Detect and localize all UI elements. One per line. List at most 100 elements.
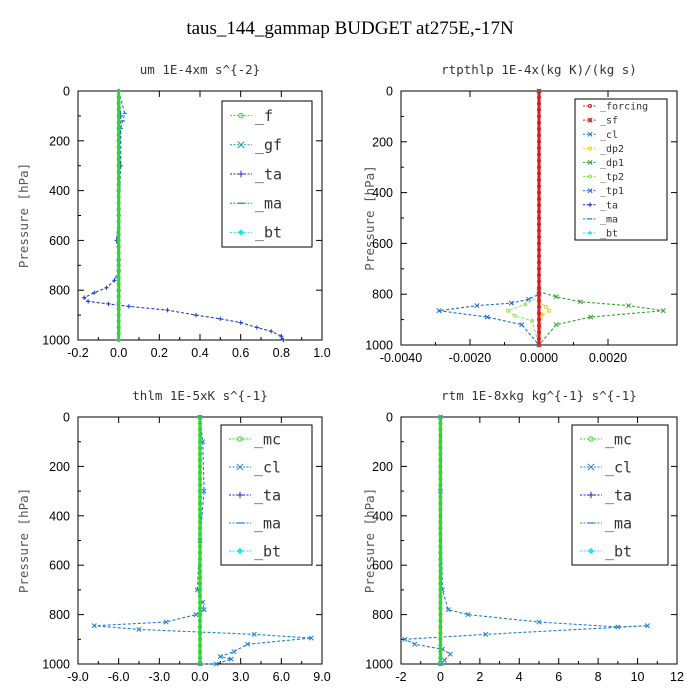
legend-label: _cl	[254, 458, 281, 476]
y-tick-label: 0	[63, 411, 70, 425]
legend-marker	[237, 170, 245, 178]
data-point-tp2	[505, 308, 510, 313]
data-point-cl	[217, 654, 223, 660]
data-point-forcing	[536, 190, 542, 195]
data-point-mc	[197, 624, 203, 629]
legend-marker	[237, 141, 245, 149]
y-axis-label: Pressure [hPa]	[362, 488, 377, 593]
data-point-mc	[438, 495, 443, 500]
legend-marker	[587, 159, 593, 166]
data-point-ta	[218, 316, 223, 322]
series-line-tp1	[438, 91, 540, 346]
legend: _forcing _sf _cl _dp2 _dp1 _tp2 _tp1 _ta _ma _bt	[574, 98, 668, 241]
legend-label: _tp2	[600, 172, 624, 183]
data-point-dp1	[553, 322, 559, 328]
data-point-f	[116, 169, 121, 174]
data-point-f	[116, 294, 121, 299]
data-point-f	[116, 95, 121, 100]
data-point-f	[116, 182, 121, 187]
data-point-mc	[438, 575, 443, 580]
data-point-mc	[197, 433, 203, 438]
legend-label: _ma	[255, 194, 282, 212]
y-tick-label: 600	[372, 559, 393, 573]
data-point-cl	[308, 635, 314, 641]
data-point-forcing	[536, 241, 542, 246]
data-point-forcing	[536, 133, 542, 138]
y-tick-label: 600	[49, 234, 70, 248]
legend-label: _gf	[255, 136, 282, 154]
data-point-mc	[197, 637, 203, 642]
data-point-ta	[238, 320, 243, 325]
legend-label: _cl	[600, 130, 618, 141]
data-point-ta	[81, 295, 87, 300]
y-tick-label: 800	[49, 284, 70, 298]
y-tick-label: 1000	[365, 339, 393, 353]
data-point-mc	[438, 489, 443, 494]
data-point-cl	[231, 649, 237, 655]
data-point-mc	[197, 550, 203, 555]
data-point-forcing	[536, 292, 542, 297]
data-point-f	[116, 257, 121, 262]
legend-label: _f	[255, 107, 273, 125]
data-point-forcing	[536, 254, 542, 259]
legend-label: _ta	[254, 486, 281, 504]
x-tick-label: 6.0	[273, 670, 290, 684]
data-point-tp2	[523, 302, 528, 307]
data-point-mc	[438, 476, 443, 481]
legend-marker	[587, 188, 593, 194]
data-point-forcing	[536, 184, 542, 189]
chart-panel-2: rtpthlp 1E-4x(kg K)/(kg s) Pressure [hPa]…	[362, 62, 678, 365]
data-point-f	[116, 88, 121, 94]
x-tick-label: 8	[595, 670, 602, 684]
data-point-f	[116, 113, 121, 118]
data-point-mc	[197, 655, 203, 660]
data-point-mc	[438, 519, 443, 525]
x-tick-label: 0.0020	[589, 351, 627, 365]
data-point-cl	[483, 631, 489, 637]
page-title: taus_144_gammap BUDGET at275E,-17N	[186, 18, 514, 39]
data-point-mc	[438, 458, 443, 463]
data-point-mc	[197, 600, 203, 605]
data-point-f	[116, 126, 121, 131]
data-point-mc	[197, 569, 203, 574]
data-point-ta	[92, 290, 97, 295]
data-point-mc	[438, 482, 443, 487]
data-point-f	[116, 275, 121, 280]
y-tick-label: 0	[63, 85, 70, 99]
data-point-tp1	[474, 303, 480, 309]
data-point-f	[116, 138, 121, 143]
data-point-mc	[197, 587, 203, 592]
legend-marker	[236, 547, 244, 555]
data-point-mc	[197, 470, 203, 475]
x-tick-label: 0.8	[273, 346, 290, 360]
legend-label: _dp2	[600, 144, 624, 155]
data-point-ta	[85, 299, 91, 304]
x-tick-label: 12	[670, 670, 684, 684]
data-point-forcing	[536, 235, 542, 240]
data-point-f	[116, 300, 121, 305]
data-point-ta	[104, 285, 109, 290]
data-point-ta	[279, 334, 284, 339]
data-point-forcing	[536, 108, 542, 113]
data-point-f	[116, 269, 121, 274]
data-point-f	[116, 163, 121, 168]
data-point-forcing	[536, 158, 542, 163]
data-point-mc	[438, 655, 443, 660]
x-tick-label: -0.0040	[380, 351, 422, 365]
legend-marker	[587, 104, 593, 109]
data-point-f	[116, 132, 121, 137]
data-point-mc	[197, 427, 203, 432]
data-point-f	[116, 120, 121, 125]
data-point-dp2	[547, 308, 552, 313]
data-point-mc	[438, 600, 443, 605]
data-point-mc	[197, 575, 203, 580]
y-axis-label: Pressure [hPa]	[362, 165, 377, 270]
data-point-mc	[438, 643, 443, 648]
data-point-forcing	[536, 336, 542, 341]
data-point-cl	[201, 607, 207, 613]
legend-marker	[587, 146, 593, 151]
data-point-tp2	[530, 318, 535, 323]
y-tick-label: 800	[372, 608, 393, 622]
data-point-mc	[197, 519, 203, 525]
data-point-ta	[106, 301, 111, 307]
